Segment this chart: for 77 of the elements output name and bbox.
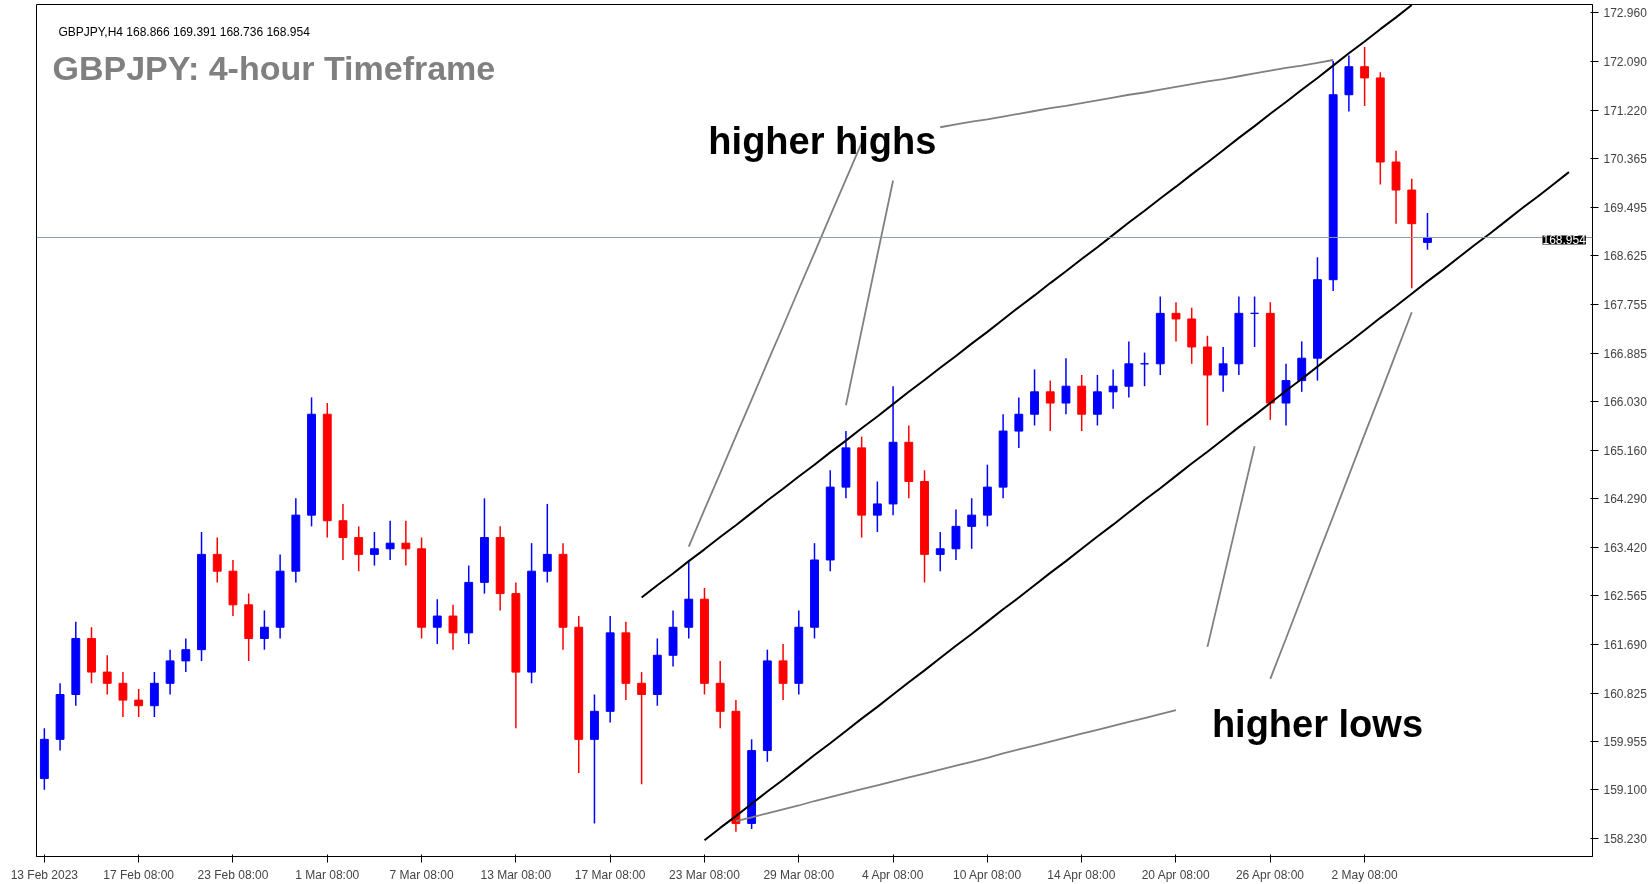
candlestick	[1092, 374, 1102, 427]
candlestick	[1108, 368, 1118, 410]
y-tick-label: 161.690	[1603, 638, 1648, 653]
y-tick-label: 158.230	[1603, 832, 1648, 847]
y-tick-label: 160.825	[1603, 686, 1648, 701]
line-series	[845, 179, 894, 407]
y-tick-label: 171.220	[1603, 103, 1648, 118]
candlestick	[432, 598, 442, 645]
candlestick	[134, 688, 144, 718]
candlestick	[165, 648, 175, 696]
y-tick-label: 159.955	[1603, 735, 1648, 750]
candlestick	[102, 654, 112, 696]
x-tick-label: 17 Mar 08:00	[574, 867, 646, 882]
y-tick-label: 163.420	[1603, 541, 1648, 556]
y-tick-label: 166.885	[1603, 346, 1648, 361]
candlestick	[1124, 340, 1134, 399]
candlestick	[967, 497, 977, 550]
candlestick	[1297, 340, 1307, 393]
y-tick-label: 165.160	[1603, 443, 1648, 458]
annotation: higher lows	[1211, 702, 1424, 745]
candlestick	[385, 519, 395, 561]
candlestick	[338, 503, 348, 561]
x-tick-label: 13 Mar 08:00	[480, 867, 552, 882]
x-tick-label: 7 Mar 08:00	[389, 867, 454, 882]
candlestick	[935, 531, 945, 572]
candlestick	[1030, 368, 1039, 427]
candlestick	[1171, 301, 1181, 343]
candlestick	[872, 480, 882, 533]
line-series	[1206, 445, 1256, 648]
y-tick-label: 166.030	[1603, 394, 1648, 409]
y-tick-label: 168.625	[1603, 249, 1648, 264]
y-tick-label: 170.365	[1603, 151, 1648, 166]
x-tick-label: 14 Apr 08:00	[1047, 867, 1116, 882]
x-tick-label: 29 Mar 08:00	[763, 867, 835, 882]
candlestick	[448, 604, 458, 651]
line-series	[939, 59, 1335, 129]
candlestick	[354, 525, 364, 572]
y-tick-label: 172.960	[1603, 6, 1648, 21]
y-tick-label: 164.290	[1603, 492, 1648, 507]
annotation: higher highs	[708, 120, 937, 163]
y-tick-label: 167.755	[1603, 298, 1648, 313]
line-series	[735, 709, 1177, 823]
candlestick	[1045, 379, 1055, 432]
x-tick-label: 26 Apr 08:00	[1235, 867, 1305, 882]
text: GBPJPY,H4 168.866 169.391 168.736 168.954	[58, 24, 311, 39]
x-tick-label: 23 Feb 08:00	[197, 867, 269, 882]
candlestick	[212, 536, 222, 584]
candlestick	[542, 503, 552, 584]
x-tick-label: 4 Apr 08:00	[862, 867, 924, 882]
candlestick	[1061, 357, 1071, 415]
y-tick-label: 169.495	[1603, 200, 1648, 215]
candlestick	[401, 519, 411, 567]
candlestick	[1281, 363, 1291, 427]
candlestick	[259, 609, 269, 651]
x-tick-label: 10 Apr 08:00	[953, 867, 1022, 882]
x-tick-label: 23 Mar 08:00	[669, 867, 741, 882]
x-tick-label: 13 Feb 2023	[10, 867, 79, 882]
candlestick	[1360, 46, 1370, 107]
y-tick-label: 172.090	[1603, 55, 1648, 70]
candlestick	[369, 531, 379, 567]
x-tick-label: 20 Apr 08:00	[1141, 867, 1211, 882]
y-tick-label: 159.100	[1603, 783, 1648, 798]
candlestick	[149, 671, 159, 718]
y-tick-label: 162.565	[1603, 589, 1648, 604]
x-tick-label: 17 Feb 08:00	[103, 867, 175, 882]
candlestick	[118, 671, 128, 718]
candlestick	[951, 508, 961, 561]
ref-line-label: 168.954	[1542, 233, 1587, 248]
x-tick-label: 1 Mar 08:00	[295, 867, 360, 882]
candlestick	[1218, 346, 1228, 393]
candlestick	[181, 637, 191, 673]
x-tick-label: 2 May 08:00	[1331, 867, 1398, 882]
candlestick	[637, 671, 647, 785]
text: GBPJPY: 4-hour Timeframe	[52, 48, 496, 87]
line-series	[1269, 311, 1413, 680]
candlestick	[1014, 396, 1024, 449]
candlestick	[778, 643, 788, 701]
